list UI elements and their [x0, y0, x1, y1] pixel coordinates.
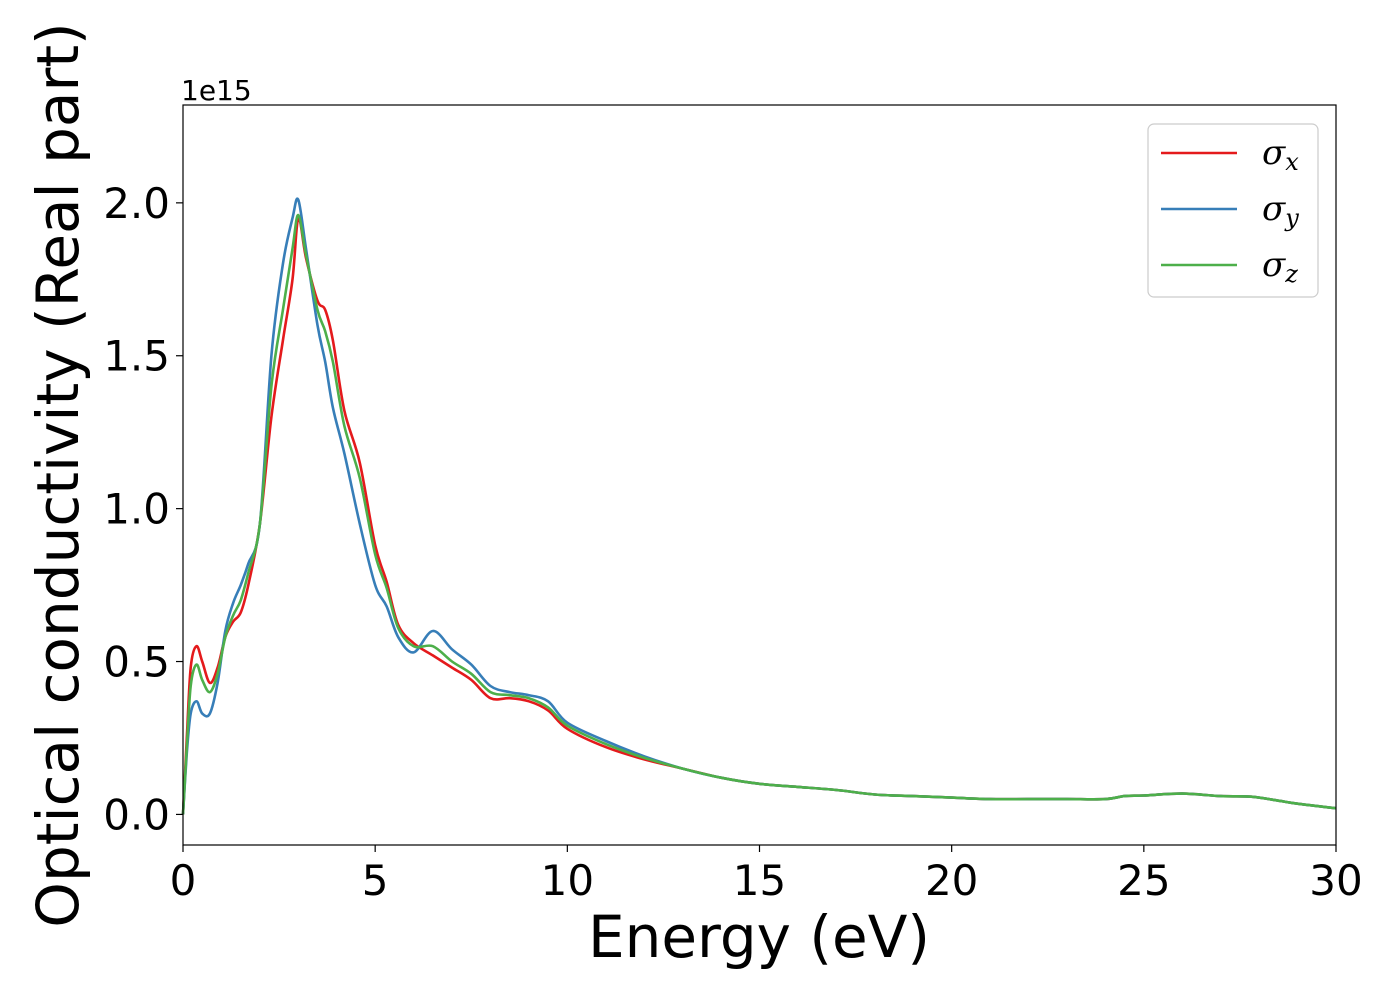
x-tick-label: 5 [362, 856, 389, 905]
y-axis-label: Optical conductivity (Real part) [24, 22, 92, 927]
x-tick-label: 0 [170, 856, 197, 905]
legend-label-sigma-x: σx [1262, 133, 1299, 176]
series-line-sigma-z [181, 213, 1337, 815]
y-tick-label: 1.0 [103, 485, 170, 534]
x-tick-label: 30 [1309, 856, 1362, 905]
series-line-sigma-x [181, 216, 1337, 815]
legend: σx σy σz [1147, 123, 1319, 298]
legend-label-sigma-y: σy [1262, 189, 1299, 232]
legend-label-sigma-z: σz [1262, 245, 1298, 288]
y-tick-label: 2.0 [103, 179, 170, 228]
x-tick-label: 20 [925, 856, 978, 905]
x-axis: 0 5 10 15 20 25 30 [170, 845, 1363, 905]
x-tick-label: 15 [733, 856, 786, 905]
y-axis: 0.0 0.5 1.0 1.5 2.0 [103, 179, 183, 839]
legend-box [1147, 123, 1319, 298]
y-tick-label: 1.5 [103, 332, 170, 381]
y-tick-label: 0.0 [103, 790, 170, 839]
x-tick-label: 25 [1117, 856, 1170, 905]
y-tick-label: 0.5 [103, 638, 170, 687]
x-tick-label: 10 [541, 856, 594, 905]
series-layer [181, 197, 1337, 815]
y-offset-text: 1e15 [181, 74, 252, 107]
x-axis-label: Energy (eV) [588, 903, 930, 971]
